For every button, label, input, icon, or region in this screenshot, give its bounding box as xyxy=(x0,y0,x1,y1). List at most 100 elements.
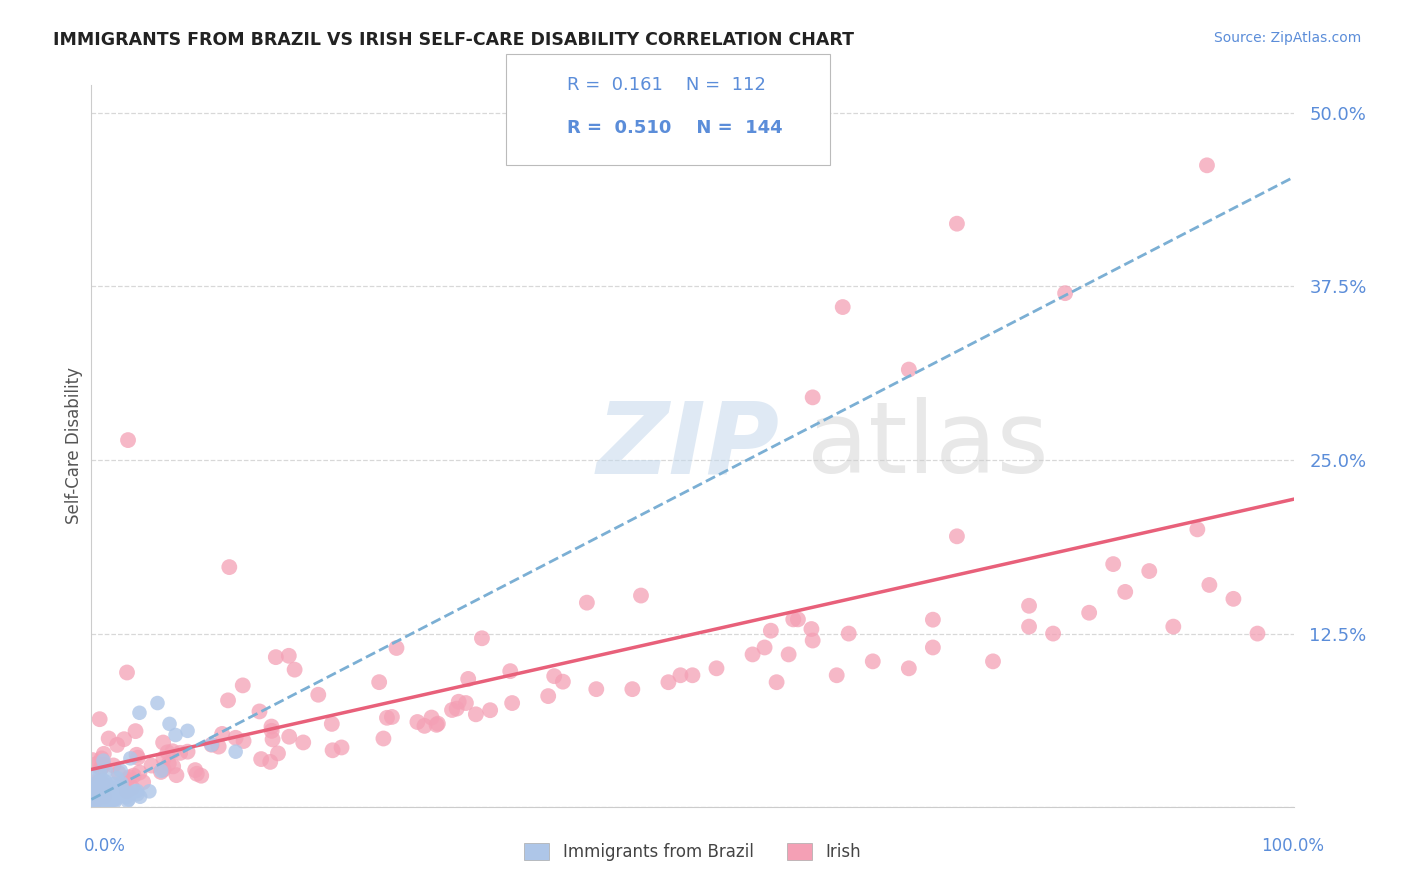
Point xyxy=(1018,619,1040,633)
Point xyxy=(83,796,105,810)
Point xyxy=(420,710,443,724)
Point xyxy=(87,783,110,797)
Point xyxy=(93,776,115,790)
Point xyxy=(89,778,111,792)
Text: ZIP: ZIP xyxy=(596,398,779,494)
Point xyxy=(264,650,287,665)
Point xyxy=(787,612,810,626)
Point xyxy=(292,735,315,749)
Point xyxy=(159,717,181,731)
Point xyxy=(97,783,120,797)
Point xyxy=(260,720,283,734)
Point xyxy=(118,770,141,784)
Point xyxy=(754,640,776,655)
Point xyxy=(778,648,800,662)
Text: 0.0%: 0.0% xyxy=(84,837,127,855)
Point xyxy=(91,777,114,791)
Point xyxy=(1222,591,1244,606)
Point xyxy=(97,731,120,746)
Point xyxy=(94,784,117,798)
Point xyxy=(156,745,179,759)
Point xyxy=(103,791,125,805)
Point xyxy=(82,782,104,797)
Point xyxy=(537,689,560,703)
Point xyxy=(124,724,146,739)
Point xyxy=(121,780,143,795)
Point xyxy=(83,791,105,805)
Point xyxy=(1078,606,1101,620)
Point xyxy=(217,693,239,707)
Point xyxy=(82,790,104,805)
Point xyxy=(922,613,945,627)
Point xyxy=(82,794,104,808)
Point xyxy=(82,795,104,809)
Point xyxy=(104,795,127,809)
Point xyxy=(117,772,139,787)
Point xyxy=(82,796,104,810)
Point xyxy=(93,789,115,804)
Point xyxy=(120,751,142,765)
Point xyxy=(87,792,110,806)
Point xyxy=(138,784,160,798)
Point xyxy=(94,789,117,804)
Point xyxy=(759,624,782,638)
Point xyxy=(621,682,644,697)
Point xyxy=(862,654,884,668)
Point xyxy=(105,771,128,785)
Point xyxy=(250,752,273,766)
Point xyxy=(94,777,117,791)
Point xyxy=(146,696,169,710)
Point xyxy=(90,791,112,805)
Point xyxy=(551,674,574,689)
Point xyxy=(93,784,115,798)
Point xyxy=(82,771,104,785)
Point xyxy=(1161,619,1184,633)
Text: R =  0.161    N =  112: R = 0.161 N = 112 xyxy=(567,76,765,94)
Point xyxy=(83,788,105,802)
Point xyxy=(111,788,134,802)
Point xyxy=(669,668,692,682)
Point xyxy=(90,795,112,809)
Point xyxy=(103,777,125,791)
Point xyxy=(84,794,107,808)
Point xyxy=(83,795,105,809)
Legend: Immigrants from Brazil, Irish: Immigrants from Brazil, Irish xyxy=(517,836,868,868)
Point xyxy=(90,788,112,802)
Point xyxy=(741,648,763,662)
Point xyxy=(499,664,522,678)
Point xyxy=(800,622,823,636)
Point xyxy=(83,793,105,807)
Point xyxy=(98,794,121,808)
Point xyxy=(93,747,115,761)
Point xyxy=(1246,626,1268,640)
Point xyxy=(82,781,104,796)
Point xyxy=(211,727,233,741)
Point xyxy=(84,776,107,790)
Point xyxy=(176,723,198,738)
Y-axis label: Self-Care Disability: Self-Care Disability xyxy=(65,368,83,524)
Point xyxy=(122,768,145,782)
Point xyxy=(82,778,104,792)
Point xyxy=(90,786,112,800)
Text: IMMIGRANTS FROM BRAZIL VS IRISH SELF-CARE DISABILITY CORRELATION CHART: IMMIGRANTS FROM BRAZIL VS IRISH SELF-CAR… xyxy=(53,31,855,49)
Point xyxy=(373,731,395,746)
Point xyxy=(157,756,180,771)
Point xyxy=(97,793,120,807)
Point xyxy=(82,753,104,767)
Point xyxy=(91,775,114,789)
Point xyxy=(838,626,860,640)
Point xyxy=(89,778,111,792)
Point xyxy=(322,743,344,757)
Point xyxy=(447,695,470,709)
Point xyxy=(103,792,125,806)
Point xyxy=(149,764,172,779)
Point xyxy=(897,661,920,675)
Point xyxy=(208,739,231,754)
Point xyxy=(232,678,254,692)
Point xyxy=(90,761,112,775)
Point xyxy=(190,769,212,783)
Point xyxy=(117,794,139,808)
Point xyxy=(89,794,111,808)
Point xyxy=(115,786,138,800)
Point xyxy=(82,785,104,799)
